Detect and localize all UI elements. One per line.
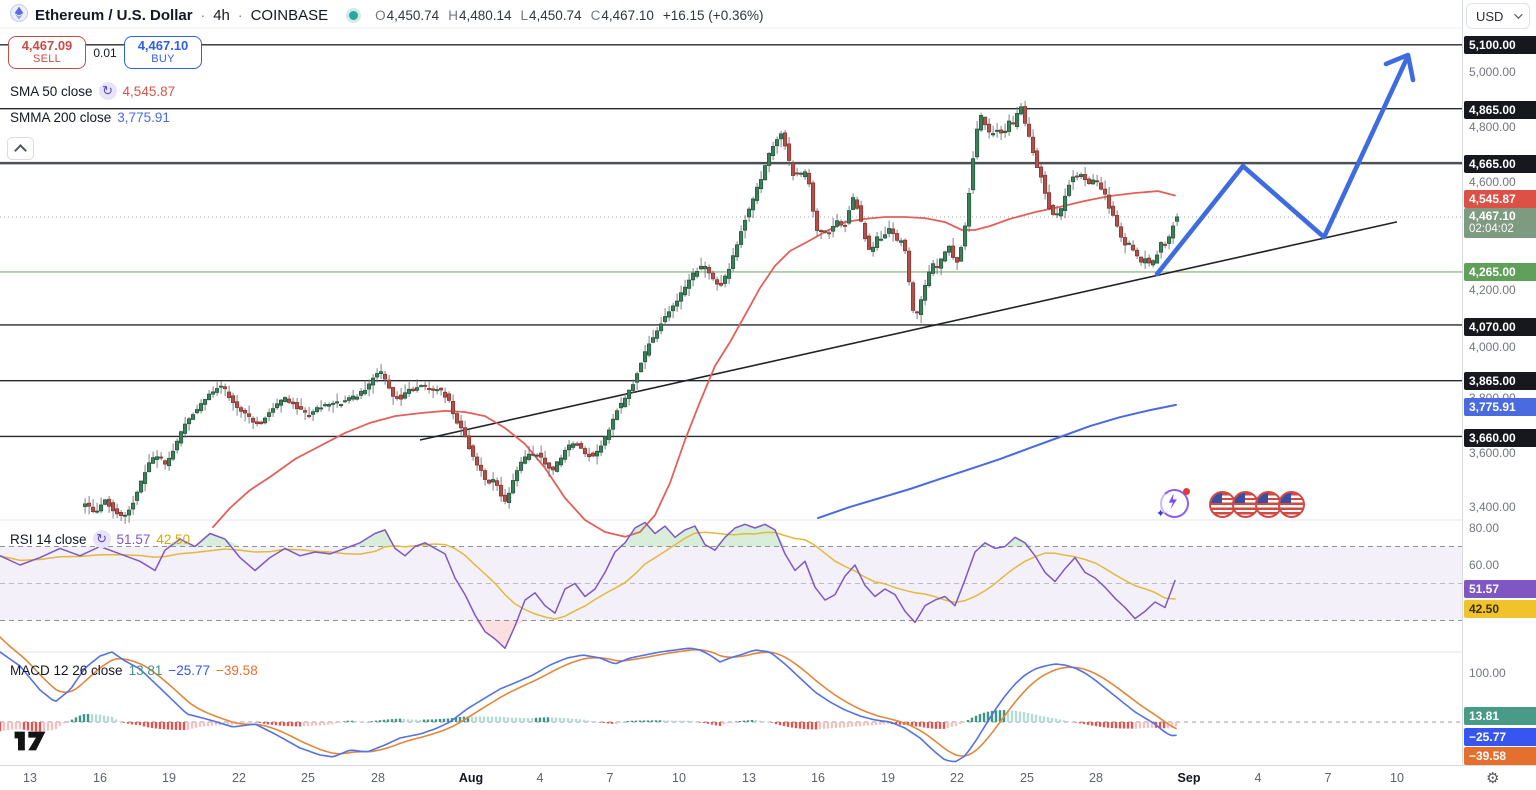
- time-axis[interactable]: ⚙ 13 16 19 22 25 28 Aug 4 7 10 13 16 19 22 25 28 Sep 4 7 10: [0, 765, 1536, 790]
- chevron-up-icon: [14, 144, 27, 157]
- time-axis-label: 4: [536, 771, 544, 785]
- time-axis-label: 19: [162, 771, 176, 785]
- currency-selector[interactable]: USD: [1466, 3, 1530, 29]
- refresh-icon[interactable]: ↻: [92, 530, 111, 548]
- spread-value: 0.01: [86, 45, 124, 60]
- sell-price: 4,467.09: [21, 38, 73, 53]
- settings-gear-icon[interactable]: ⚙: [1486, 770, 1500, 787]
- legend-rsi: RSI 14 close ↻ 51.57 42.50: [10, 530, 191, 548]
- sparkle-icon: ✦: [1156, 508, 1166, 520]
- price-axis-label: 5,100.00: [1464, 36, 1536, 54]
- time-axis-label: 19: [881, 771, 895, 785]
- time-axis-label: 10: [672, 771, 686, 785]
- smma200-value: 3,775.91: [117, 110, 170, 125]
- chevron-down-icon: [1514, 10, 1523, 19]
- price-axis-label: 80.00: [1469, 521, 1500, 535]
- price-axis-label: 4,200.00: [1469, 283, 1516, 297]
- price-axis-label: 4,467.10 02:04:02: [1464, 208, 1536, 238]
- open-value: 4,450.74: [386, 7, 440, 23]
- time-axis-label: 16: [811, 771, 825, 785]
- change-value: +16.15 (+0.36%): [662, 7, 764, 23]
- time-axis-label: Sep: [1177, 771, 1201, 785]
- symbol-name[interactable]: Ethereum / U.S. Dollar: [35, 6, 193, 24]
- refresh-icon[interactable]: ↻: [98, 82, 117, 100]
- us-flag-event-icon[interactable]: [1209, 491, 1236, 518]
- ai-assistant-icon[interactable]: ✦: [1156, 488, 1190, 520]
- price-axis-label: 4,865.00: [1464, 101, 1536, 119]
- price-axis-label: 4,800.00: [1469, 120, 1516, 134]
- us-flag-event-icon[interactable]: [1232, 491, 1259, 518]
- price-axis-label: 13.81: [1464, 707, 1536, 725]
- time-axis-label: 10: [1390, 771, 1404, 785]
- notification-dot: [1183, 488, 1190, 495]
- price-axis-label: 3,660.00: [1464, 429, 1536, 447]
- price-axis-label: 3,865.00: [1464, 372, 1536, 390]
- legend-sma50: SMA 50 close ↻ 4,545.87: [10, 82, 176, 100]
- price-axis[interactable]: 5,100.00 5,000.00 4,865.00 4,800.00 4,665.00…: [1462, 0, 1536, 765]
- rsi-ma-value: 42.50: [156, 531, 191, 547]
- high-value: 4,480.14: [458, 7, 512, 23]
- separator: ·: [237, 7, 243, 23]
- chart-canvas[interactable]: [0, 0, 1462, 765]
- legend-smma200: SMMA 200 close 3,775.91: [10, 110, 170, 125]
- price-axis-label: 4,070.00: [1464, 318, 1536, 336]
- low-value: 4,450.74: [529, 7, 582, 23]
- price-axis-label: −39.58: [1464, 747, 1536, 765]
- price-axis-label: 5,000.00: [1469, 65, 1516, 79]
- time-axis-label: 7: [606, 771, 614, 785]
- time-axis-label: 22: [950, 771, 964, 785]
- price-axis-label: 4,600.00: [1469, 175, 1516, 189]
- exchange-name[interactable]: COINBASE: [250, 6, 329, 24]
- price-axis-label: 4,665.00: [1464, 155, 1536, 173]
- legend-macd: MACD 12 26 close 13.81 −25.77 −39.58: [10, 663, 258, 678]
- time-axis-label: 13: [23, 771, 37, 785]
- macd-signal-value: −39.58: [216, 663, 258, 678]
- price-axis-label: −25.77: [1464, 728, 1536, 746]
- tradingview-logo[interactable]: [12, 729, 48, 758]
- time-axis-label: 28: [371, 771, 385, 785]
- price-axis-label: 51.57: [1464, 580, 1536, 598]
- time-axis-label: 25: [301, 771, 315, 785]
- ethereum-logo-icon: [10, 3, 28, 27]
- collapse-panel-button[interactable]: [7, 137, 34, 160]
- us-flag-event-icon[interactable]: [1278, 491, 1305, 518]
- time-axis-label: 7: [1324, 771, 1332, 785]
- macd-line-value: −25.77: [168, 663, 211, 678]
- time-axis-label: 22: [232, 771, 246, 785]
- ohlc-values: O4,450.74 H4,480.14 L4,450.74 C4,467.10 …: [375, 7, 764, 23]
- time-axis-label: 13: [742, 771, 756, 785]
- price-axis-label: 100.00: [1469, 666, 1506, 680]
- sma50-value: 4,545.87: [122, 83, 176, 99]
- price-axis-label: 42.50: [1464, 600, 1536, 618]
- price-axis-label: 3,775.91: [1464, 398, 1536, 416]
- economic-event-markers: [1209, 491, 1305, 518]
- price-axis-label: 4,265.00: [1464, 263, 1536, 281]
- market-status-icon: [349, 10, 359, 20]
- price-axis-label: 60.00: [1469, 558, 1500, 572]
- buy-price: 4,467.10: [137, 38, 189, 53]
- us-flag-event-icon[interactable]: [1255, 491, 1282, 518]
- close-value: 4,467.10: [601, 7, 654, 23]
- sell-button[interactable]: 4,467.09 SELL: [8, 36, 86, 69]
- separator: ·: [200, 7, 206, 23]
- time-axis-label: Aug: [458, 771, 484, 785]
- price-axis-label: 3,600.00: [1469, 446, 1516, 460]
- time-axis-label: 28: [1089, 771, 1103, 785]
- timeframe[interactable]: 4h: [213, 6, 230, 24]
- buy-button[interactable]: 4,467.10 BUY: [124, 36, 202, 69]
- price-axis-label: 4,000.00: [1469, 340, 1516, 354]
- trade-panel: 4,467.09 SELL 0.01 4,467.10 BUY: [8, 36, 202, 69]
- macd-hist-value: 13.81: [128, 663, 163, 678]
- price-axis-label: 4,545.87: [1464, 190, 1536, 208]
- time-axis-label: 4: [1254, 771, 1262, 785]
- symbol-header: Ethereum / U.S. Dollar · 4h · COINBASE O…: [10, 3, 763, 27]
- price-axis-label: 3,400.00: [1469, 500, 1516, 514]
- time-axis-label: 25: [1020, 771, 1034, 785]
- rsi-value: 51.57: [116, 531, 151, 547]
- time-axis-label: 16: [93, 771, 107, 785]
